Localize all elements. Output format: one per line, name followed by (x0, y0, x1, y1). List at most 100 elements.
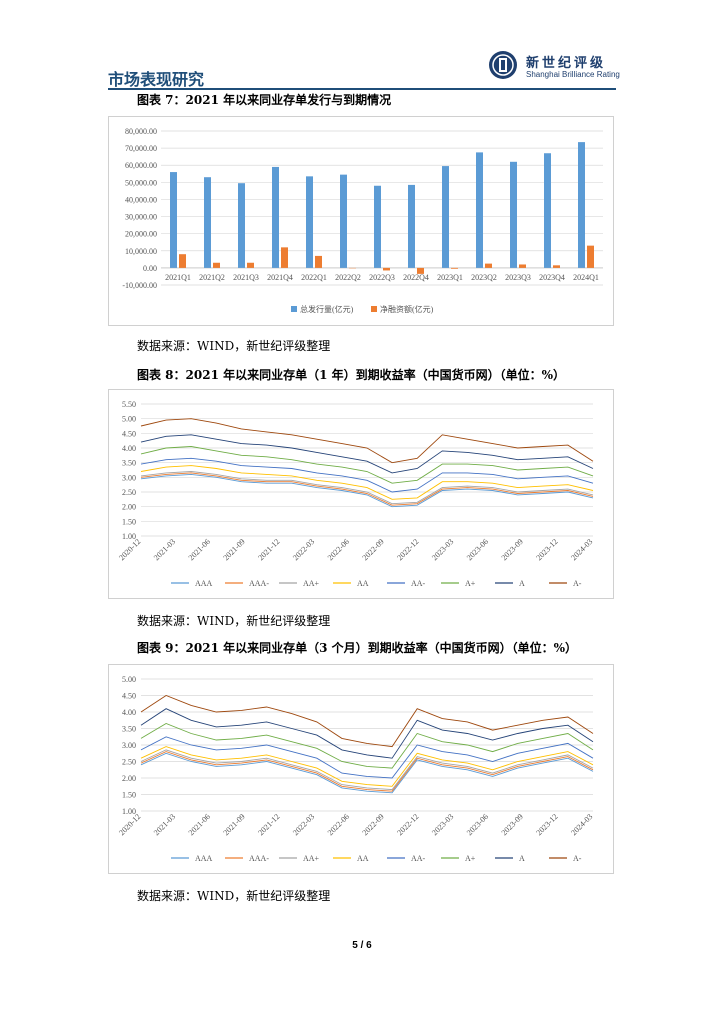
bar-net-financing (179, 254, 186, 268)
y-tick-label: 2.00 (122, 774, 136, 783)
logo-text-en: Shanghai Brilliance Rating (526, 70, 620, 79)
yield-1y-line-chart: 5.50 5.00 4.50 4.00 3.50 3.00 2.50 2.00 1.50 1.00… (117, 400, 594, 588)
bar-net-financing (587, 245, 594, 268)
figure-7-title: 图表 7：2021 年以来同业存单发行与到期情况 (137, 93, 392, 107)
x-tick-label: 2022-03 (291, 537, 316, 562)
bar-issuance (272, 166, 279, 268)
legend-label: A (519, 579, 525, 588)
series-line-AA (140, 465, 594, 500)
brilliance-logo-icon (489, 51, 517, 79)
y-tick-label: 3.50 (122, 725, 136, 734)
legend-label: A+ (465, 579, 476, 588)
y-tick-label: 3.00 (122, 473, 136, 482)
x-tick-label: 2021Q3 (233, 273, 259, 282)
bar-issuance (170, 172, 177, 268)
bar-issuance (340, 174, 347, 268)
y-tick-label: 5.50 (122, 400, 136, 409)
x-tick-label: 2021Q1 (165, 273, 191, 282)
issuance-bar-chart: 80,000.00 70,000.00 60,000.00 50,000.00 40,0… (122, 127, 603, 314)
series-line-AA+ (140, 471, 594, 505)
x-tick-label: 2023-09 (500, 537, 525, 562)
figure-8-title: 图表 8：2021 年以来同业存单（1 年）到期收益率（中国货币网）（单位：%） (137, 368, 566, 382)
figure-9-source: 数据来源：WIND，新世纪评级整理 (137, 889, 331, 903)
x-tick-label: 2022Q3 (369, 273, 395, 282)
bar-issuance (442, 166, 449, 268)
legend-label: A- (573, 579, 582, 588)
series-line-AA+ (140, 749, 594, 791)
header-divider (108, 88, 616, 90)
y-tick-label: 1.00 (122, 532, 136, 541)
series-line-AAA (140, 473, 594, 508)
page-number: 5 / 6 (352, 940, 372, 951)
legend-label: AAA- (249, 854, 269, 863)
x-tick-label: 2021-06 (187, 812, 212, 837)
y-tick-label: 70,000.00 (125, 144, 157, 153)
y-tick-label: -10,000.00 (122, 281, 157, 290)
series-line-AAA (140, 752, 594, 794)
y-tick-label: 2.50 (122, 488, 136, 497)
legend-label: AA- (411, 579, 426, 588)
series-line-A- (140, 694, 594, 748)
figure-8-source: 数据来源：WIND，新世纪评级整理 (137, 614, 331, 628)
x-tick-label: 2024Q1 (573, 273, 599, 282)
bar-issuance (306, 176, 313, 268)
x-tick-label: 2021-06 (187, 537, 212, 562)
y-tick-label: 10,000.00 (125, 247, 157, 256)
figure-7-source: 数据来源：WIND，新世纪评级整理 (137, 339, 331, 353)
x-tick-label: 2024-03 (569, 537, 594, 562)
bar-net-financing (519, 264, 526, 268)
legend-label: AA+ (303, 579, 320, 588)
legend-label: AA- (411, 854, 426, 863)
x-tick-label: 2022-06 (326, 812, 351, 837)
bar-net-financing (553, 265, 560, 268)
series-line-AAA- (140, 472, 594, 506)
x-tick-label: 2021-09 (221, 537, 246, 562)
y-tick-label: 2.50 (122, 758, 136, 767)
x-tick-label: 2023-03 (430, 812, 455, 837)
legend-label: AA (357, 854, 369, 863)
series-line-AA (140, 746, 594, 787)
bar-net-financing (213, 262, 220, 268)
x-tick-label: 2022-12 (395, 812, 420, 837)
x-tick-label: 2022Q2 (335, 273, 361, 282)
x-tick-label: 2023-06 (465, 537, 490, 562)
x-tick-label: 2023-09 (500, 812, 525, 837)
x-tick-label: 2022-09 (361, 537, 386, 562)
x-tick-label: 2023Q1 (437, 273, 463, 282)
legend-label: A- (573, 854, 582, 863)
bar-net-financing (485, 263, 492, 268)
y-tick-label: 30,000.00 (125, 213, 157, 222)
y-tick-label: 5.00 (122, 675, 136, 684)
series-line-A+ (140, 446, 594, 484)
y-tick-label: 4.00 (122, 444, 136, 453)
x-tick-label: 2021-03 (152, 537, 177, 562)
x-tick-label: 2021Q4 (267, 273, 293, 282)
x-tick-label: 2022-06 (326, 537, 351, 562)
bar-net-financing (281, 247, 288, 268)
figure-9-title: 图表 9：2021 年以来同业存单（3 个月）到期收益率（中国货币网）（单位：%… (137, 641, 578, 655)
y-tick-label: 5.00 (122, 415, 136, 424)
x-tick-label: 2022Q1 (301, 273, 327, 282)
x-tick-label: 2022Q4 (403, 273, 429, 282)
x-tick-label: 2021-09 (221, 812, 246, 837)
logo-text-cn: 新世纪评级 (526, 56, 607, 71)
y-tick-label: 1.50 (122, 791, 136, 800)
x-tick-label: 2021-12 (256, 537, 281, 562)
x-tick-label: 2023-03 (430, 537, 455, 562)
bar-issuance (544, 153, 551, 268)
y-tick-label: 4.00 (122, 708, 136, 717)
series-line-AA- (140, 457, 594, 493)
x-tick-label: 2023-06 (465, 812, 490, 837)
x-tick-label: 2022-09 (361, 812, 386, 837)
y-tick-label: 3.50 (122, 459, 136, 468)
series-line-AAA- (140, 751, 594, 792)
series-line-AA- (140, 736, 594, 779)
legend-label: AA+ (303, 854, 320, 863)
y-tick-label: 20,000.00 (125, 230, 157, 239)
chart-1y-box: 5.50 5.00 4.50 4.00 3.50 3.00 2.50 2.00 1.50 1.00… (108, 389, 614, 599)
bar-issuance (408, 184, 415, 268)
bar-net-financing (451, 267, 458, 269)
y-tick-label: 2.00 (122, 503, 136, 512)
section-title: 市场表现研究 (108, 70, 205, 89)
y-tick-label: 80,000.00 (125, 127, 157, 136)
